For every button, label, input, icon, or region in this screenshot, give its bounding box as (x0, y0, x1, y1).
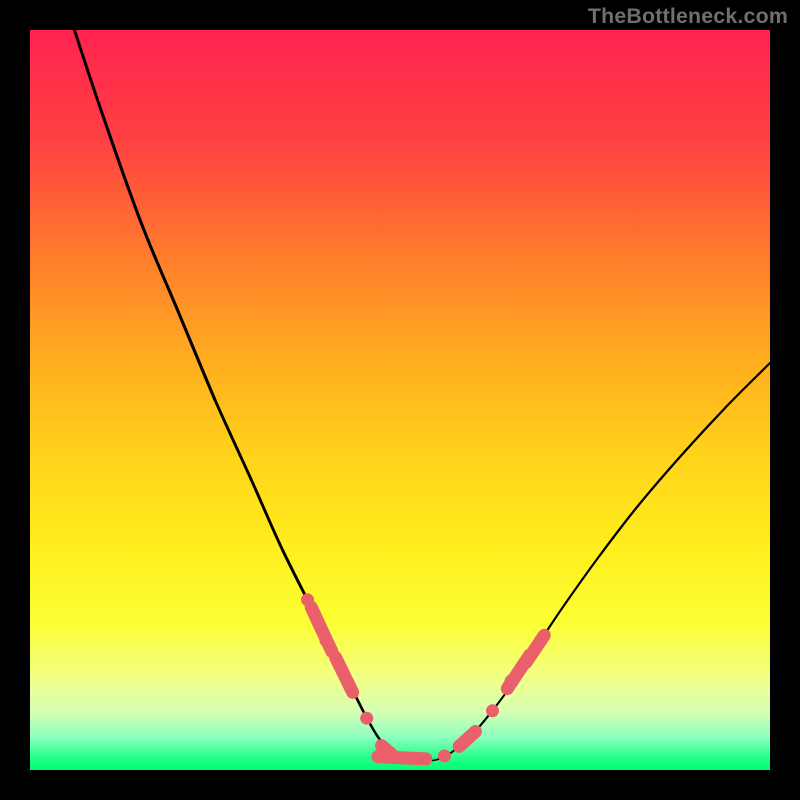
plot-background (30, 30, 770, 770)
plot-area (30, 30, 770, 770)
chart-svg (0, 0, 800, 800)
marker-dot (438, 749, 451, 762)
marker-dot (505, 675, 518, 688)
chart-stage: TheBottleneck.com (0, 0, 800, 800)
marker-dot (320, 634, 333, 647)
marker-dot (486, 704, 499, 717)
marker-pill (378, 757, 426, 759)
marker-dot (534, 634, 547, 647)
marker-dot (360, 712, 373, 725)
watermark-text: TheBottleneck.com (588, 4, 788, 29)
marker-dot (301, 593, 314, 606)
